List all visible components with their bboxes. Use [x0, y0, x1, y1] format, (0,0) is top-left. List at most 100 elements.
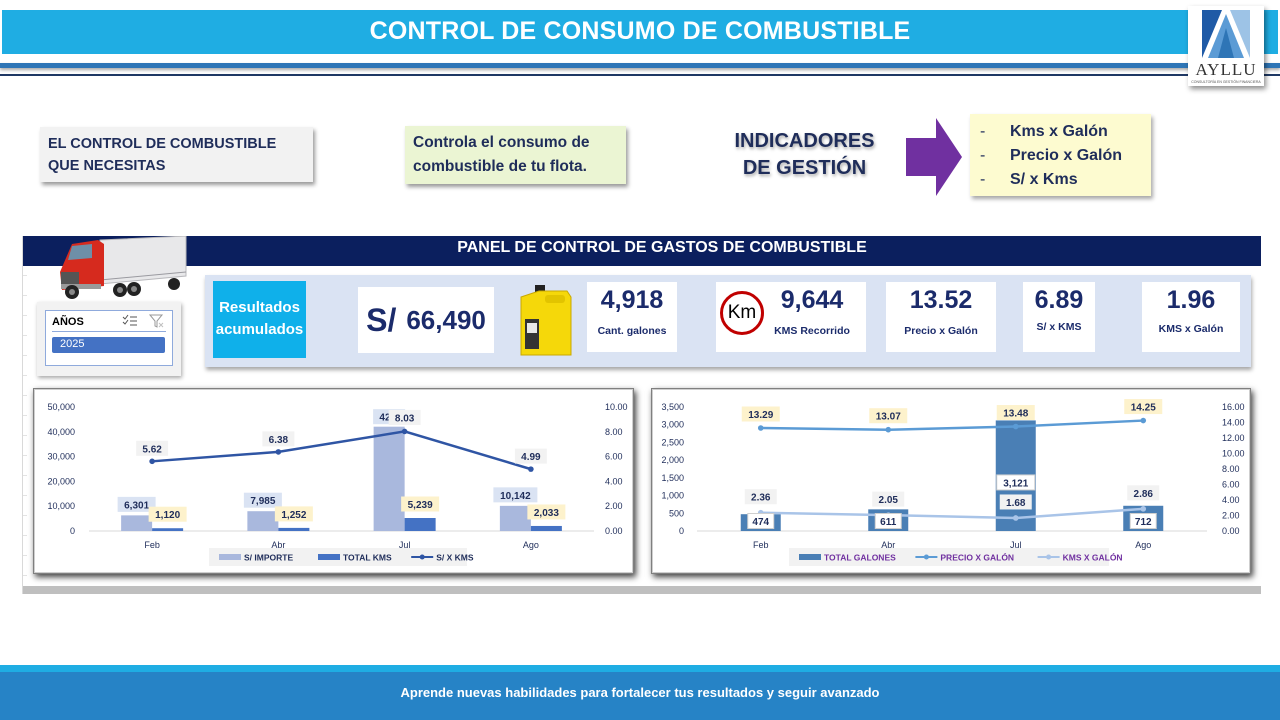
page-title: CONTROL DE CONSUMO DE COMBUSTIBLE [369, 17, 911, 45]
x-tick-label: Ago [1135, 540, 1151, 550]
kpi-value: 4,918 [600, 286, 664, 314]
kpi-kms-galon: 1.96 KMS x Galón [1142, 282, 1240, 352]
kpi-value: 1.96 [1166, 286, 1216, 314]
y-right-tick-label: 8.00 [1222, 464, 1240, 474]
data-label: 7,985 [250, 496, 275, 507]
data-label-bg [243, 492, 282, 508]
data-label-bg [872, 491, 905, 507]
y-right-tick-label: 14.00 [1222, 418, 1245, 428]
y-right-tick-label: 8.00 [605, 427, 623, 437]
data-label-bg [1124, 399, 1163, 415]
chart-galones-precio-svg: 0 500 1,000 1,500 2,000 2,500 3,000 3,500 0.00 2.… [661, 399, 1245, 566]
data-label-bg [874, 513, 902, 529]
data-label: 474 [752, 517, 769, 528]
x-tick-label: Jul [1010, 540, 1022, 550]
data-label-bg [869, 408, 908, 424]
data-label: 6,301 [124, 500, 149, 511]
kpi-label: Cant. galones [597, 325, 667, 337]
data-label-bg [262, 431, 295, 447]
arrow-right-icon [906, 118, 962, 196]
legend-marker-precio-x-gal-n [923, 554, 929, 560]
legend-bg [789, 548, 1109, 566]
indicators-list: - Kms x Galón - Precio x Galón - S/ x Kms [970, 114, 1151, 196]
header-divider [0, 63, 1280, 68]
bar-total-kms [404, 518, 436, 531]
y-right-tick-label: 6.00 [1222, 480, 1240, 490]
y-left-tick-label: 2,500 [661, 437, 684, 447]
y-right-tick-label: 2.00 [1222, 511, 1240, 521]
footer: Aprende nuevas habilidades para fortalec… [0, 672, 1280, 720]
y-right-tick-label: 2.00 [605, 501, 623, 511]
line-point [275, 449, 282, 455]
bar-s-importe [373, 426, 405, 531]
kpi-label: Precio x Galón [904, 325, 978, 337]
data-label: 1,252 [281, 510, 306, 521]
line-point [528, 466, 534, 472]
kpi-label: KMS Recorrido [774, 325, 850, 337]
y-right-tick-label: 0.00 [605, 526, 623, 536]
line-point [1012, 515, 1019, 521]
slicer-item-2025[interactable]: 2025 [52, 337, 165, 353]
data-label-bg [136, 440, 169, 456]
kpi-value: 9,644 [780, 286, 844, 314]
indicators-title-line: DE GESTIÓN [742, 157, 867, 179]
y-left-tick-label: 3,500 [661, 402, 684, 412]
kpi-precio-galon: 13.52 Precio x Galón [886, 282, 996, 352]
kpi-value: 6.89 [1034, 286, 1084, 314]
data-label: 3,121 [1003, 478, 1028, 489]
data-label-bg [1127, 485, 1160, 501]
y-left-tick-label: 2,000 [661, 455, 684, 465]
x-tick-label: Abr [881, 540, 895, 550]
intro-line: QUE NECESITAS [48, 158, 166, 174]
line-precio-x-gal-n [760, 419, 1144, 431]
y-left-tick-label: 500 [669, 508, 684, 518]
line-kms-x-gal-n [760, 507, 1144, 520]
kpi-kms-recorrido: Km 9,644 KMS Recorrido [716, 282, 866, 352]
legend-swatch-s-importe [219, 554, 241, 560]
clear-filter-icon[interactable] [149, 314, 165, 328]
results-label-line: Resultados [219, 299, 300, 316]
multi-select-icon[interactable] [122, 314, 138, 328]
total-value: 66,490 [406, 304, 486, 335]
footer-accent [0, 665, 1280, 672]
data-label-bg [388, 409, 421, 425]
horizontal-scrollbar[interactable] [23, 586, 1261, 594]
y-left-tick-label: 20,000 [47, 476, 75, 486]
legend-marker-s-x-kms [419, 554, 425, 560]
data-label: 712 [1135, 517, 1152, 528]
legend-label-s-importe: S/ IMPORTE [244, 553, 293, 563]
y-left-tick-label: 30,000 [47, 452, 75, 462]
data-label: 8.03 [395, 413, 415, 424]
currency-symbol: S/ [366, 301, 397, 338]
data-label: 6.38 [269, 435, 289, 446]
data-label: 1.68 [1006, 498, 1026, 509]
x-tick-label: Abr [271, 540, 285, 550]
data-label-bg [996, 405, 1035, 421]
y-left-tick-label: 50,000 [47, 402, 75, 412]
data-label-bg [493, 487, 538, 503]
chart-galones-precio: 0 500 1,000 1,500 2,000 2,500 3,000 3,500 0.00 2.… [651, 388, 1251, 574]
km-sign-icon: Km [720, 291, 764, 335]
y-right-tick-label: 10.00 [1222, 449, 1245, 459]
intro-box-control: EL CONTROL DE COMBUSTIBLE QUE NECESITAS [40, 127, 313, 182]
legend-swatch-total-kms [318, 554, 340, 560]
kpi-strip: Resultados acumulados S/ 66,490 4,918 Ca… [205, 275, 1251, 367]
y-right-tick-label: 0.00 [1222, 526, 1240, 536]
line-point [149, 458, 155, 465]
data-label-bg [274, 506, 313, 522]
line-s-x-kms [152, 430, 532, 471]
data-label-bg [744, 489, 777, 505]
bar-total-kms [278, 527, 310, 531]
chart-importe-kms-svg: 0 10,000 20,000 30,000 40,000 50,000 0.00 2.00 4… [47, 402, 628, 566]
data-label: 14.25 [1131, 403, 1156, 414]
fuel-can-icon [520, 285, 572, 356]
bar-s-importe [499, 505, 531, 531]
company-logo: AYLLU CONSULTORÍA EN GESTIÓN FINANCIERA [1188, 6, 1264, 86]
line-point [757, 425, 764, 431]
y-right-tick-label: 4.00 [605, 476, 623, 486]
slicer-body: AÑOS 2025 [45, 310, 173, 366]
kpi-label: S/ x KMS [1036, 321, 1082, 333]
panel-title: PANEL DE CONTROL DE GASTOS DE COMBUSTIBL… [457, 239, 867, 256]
line-point [401, 428, 408, 435]
data-label-bg [741, 406, 780, 422]
